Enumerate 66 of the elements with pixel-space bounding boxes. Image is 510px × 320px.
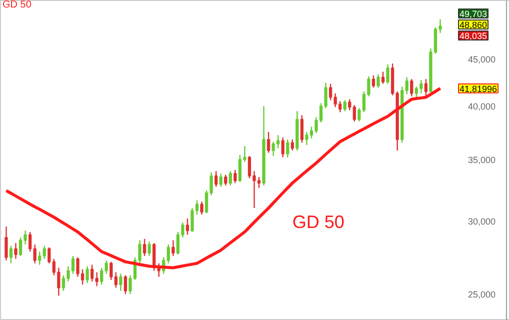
candlestick: [420, 79, 423, 94]
candlestick: [319, 102, 323, 124]
candlestick: [266, 131, 270, 154]
candlestick: [286, 138, 290, 158]
text: 48,860: [460, 20, 488, 30]
candlestick: [28, 231, 32, 252]
candlestick: [234, 169, 237, 184]
annotation: GD 50: [2, 0, 32, 10]
candlestick: [410, 78, 414, 97]
y-tick-label: 40,000: [468, 102, 496, 112]
candlestick: [386, 64, 390, 84]
text: 49,703: [460, 9, 488, 19]
candlestick: [424, 78, 428, 97]
candlestick: [9, 245, 13, 264]
candlestick: [414, 86, 418, 99]
candlestick: [324, 82, 328, 109]
candlestick: [219, 172, 222, 188]
candlestick: [124, 274, 128, 295]
candlestick: [104, 260, 108, 274]
y-tick-label: 35,000: [468, 155, 496, 166]
candlestick: [352, 104, 356, 122]
candlestick: [343, 100, 346, 112]
candlestick: [14, 242, 18, 260]
candlestick: [200, 201, 204, 216]
candlestick: [243, 145, 246, 162]
text: 41,81996: [460, 84, 498, 94]
candlestick: [95, 272, 98, 287]
candlestick: [114, 272, 118, 288]
candlestick: [257, 176, 261, 189]
candlestick: [372, 74, 376, 88]
candlestick: [90, 264, 94, 282]
series-label: GD 50: [292, 212, 344, 232]
candlestick: [100, 267, 104, 286]
candlestick: [281, 136, 284, 158]
candlestick: [148, 241, 151, 257]
candlestick: [48, 246, 51, 264]
candlestick: [238, 154, 242, 182]
candlestick: [42, 245, 46, 260]
candlestick: [186, 218, 190, 236]
candlestick: [4, 226, 8, 261]
candlestick: [381, 71, 385, 84]
text: 48,035: [460, 31, 488, 41]
candlestick: [128, 274, 132, 295]
candlestick: [252, 170, 256, 209]
candlestick: [110, 261, 113, 281]
y-tick-label: 25,000: [468, 290, 496, 300]
candlestick: [405, 76, 408, 95]
candlestick: [119, 273, 122, 292]
candlestick: [224, 174, 228, 186]
candlestick: [290, 138, 294, 152]
candlestick: [438, 18, 442, 34]
candlestick: [300, 114, 304, 144]
y-tick-label: 30,000: [468, 216, 496, 227]
candlestick: [38, 251, 42, 266]
candlestick: [376, 74, 380, 88]
y-tick-label: 45,000: [468, 54, 496, 65]
candlestick: [228, 170, 232, 186]
candlestick: [166, 244, 170, 264]
candlestick: [214, 170, 218, 188]
candlestick: [172, 240, 175, 257]
candlestick: [33, 244, 36, 264]
candlestick: [348, 98, 352, 111]
candlestick: [142, 238, 146, 257]
candlestick: [358, 108, 361, 122]
candlestick: [86, 266, 89, 284]
candlestick: [248, 156, 252, 179]
